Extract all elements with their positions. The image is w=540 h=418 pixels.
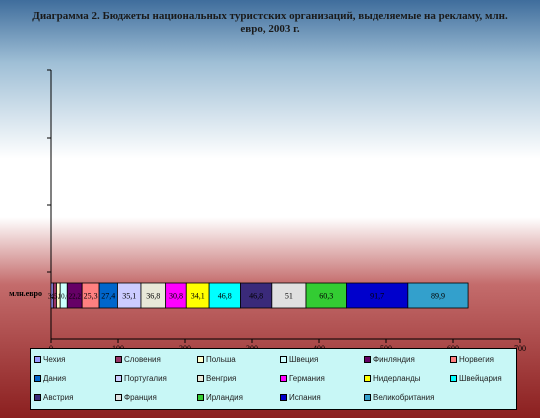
legend-swatch: [280, 375, 287, 382]
legend-item: Португалия: [115, 374, 167, 383]
legend-swatch: [450, 356, 457, 363]
legend-item: Австрия: [34, 393, 73, 402]
legend-item: Венгрия: [197, 374, 236, 383]
data-label: 34,1: [191, 292, 205, 301]
legend-item: Швеция: [280, 355, 318, 364]
legend-swatch: [280, 356, 287, 363]
legend-item: Польша: [197, 355, 236, 364]
data-label: 60,3: [319, 292, 333, 301]
data-label: 91,7: [370, 292, 384, 301]
category-label: млн.евро: [9, 289, 42, 298]
legend-label: Польша: [206, 355, 236, 364]
legend-label: Германия: [289, 374, 325, 383]
data-label: 4,8: [51, 293, 60, 301]
data-label: 5,5: [54, 293, 63, 301]
legend-label: Дания: [43, 374, 67, 383]
data-label: 27,4: [101, 292, 115, 301]
legend-swatch: [115, 394, 122, 401]
legend-swatch: [197, 356, 204, 363]
legend-item: Норвегия: [450, 355, 494, 364]
data-label: 89,9: [431, 292, 445, 301]
legend-item: Нидерланды: [364, 374, 421, 383]
data-label: 35,1: [122, 292, 136, 301]
bar-segment: [305, 282, 347, 309]
legend-item: Испания: [280, 393, 321, 402]
legend-swatch: [115, 356, 122, 363]
legend-item: Дания: [34, 374, 66, 383]
legend-label: Португалия: [124, 374, 167, 383]
legend-item: Швейцария: [450, 374, 502, 383]
legend-swatch: [364, 356, 371, 363]
legend-swatch: [364, 394, 371, 401]
legend-label: Финляндия: [373, 355, 415, 364]
bar-segment: [208, 282, 241, 309]
legend-label: Австрия: [43, 393, 74, 402]
legend-label: Великобритания: [373, 393, 435, 402]
data-label: 10,6: [58, 293, 71, 301]
legend-swatch: [280, 394, 287, 401]
legend-item: Словения: [115, 355, 161, 364]
legend-swatch: [364, 375, 371, 382]
legend-label: Словения: [124, 355, 161, 364]
legend-label: Швеция: [289, 355, 319, 364]
legend-item: Чехия: [34, 355, 65, 364]
data-label: 25,3: [84, 292, 98, 301]
data-label: 46,8: [218, 292, 232, 301]
legend-label: Нидерланды: [373, 374, 421, 383]
data-label: 46,8: [249, 292, 263, 301]
legend-item: Франция: [115, 393, 157, 402]
legend-label: Венгрия: [206, 374, 237, 383]
legend-swatch: [197, 375, 204, 382]
data-label: 36,8: [146, 292, 160, 301]
data-label: 22,2: [69, 293, 82, 301]
data-label: 3,4: [48, 293, 57, 301]
legend-item: Германия: [280, 374, 325, 383]
bar-segment: [407, 282, 469, 309]
legend-label: Чехия: [43, 355, 66, 364]
chart-title: Диаграмма 2. Бюджеты национальных турист…: [32, 10, 508, 35]
legend-label: Норвегия: [459, 355, 495, 364]
legend-swatch: [197, 394, 204, 401]
x-tick-label: 700: [514, 344, 526, 353]
bar-segment: [346, 282, 409, 309]
legend-item: Ирландия: [197, 393, 243, 402]
data-label: 51: [285, 292, 293, 301]
data-label: 30,8: [169, 292, 183, 301]
legend-label: Швейцария: [459, 374, 502, 383]
legend-swatch: [34, 356, 41, 363]
legend-swatch: [115, 375, 122, 382]
legend-item: Великобритания: [364, 393, 434, 402]
legend-label: Ирландия: [206, 393, 243, 402]
legend-swatch: [34, 375, 41, 382]
chart-legend: Чехия Словения Польша Швеция Финляндия Норвег…: [30, 348, 517, 410]
legend-label: Испания: [289, 393, 321, 402]
legend-swatch: [34, 394, 41, 401]
legend-label: Франция: [124, 393, 157, 402]
legend-swatch: [450, 375, 457, 382]
bar-segment: [140, 282, 167, 309]
legend-item: Финляндия: [364, 355, 415, 364]
